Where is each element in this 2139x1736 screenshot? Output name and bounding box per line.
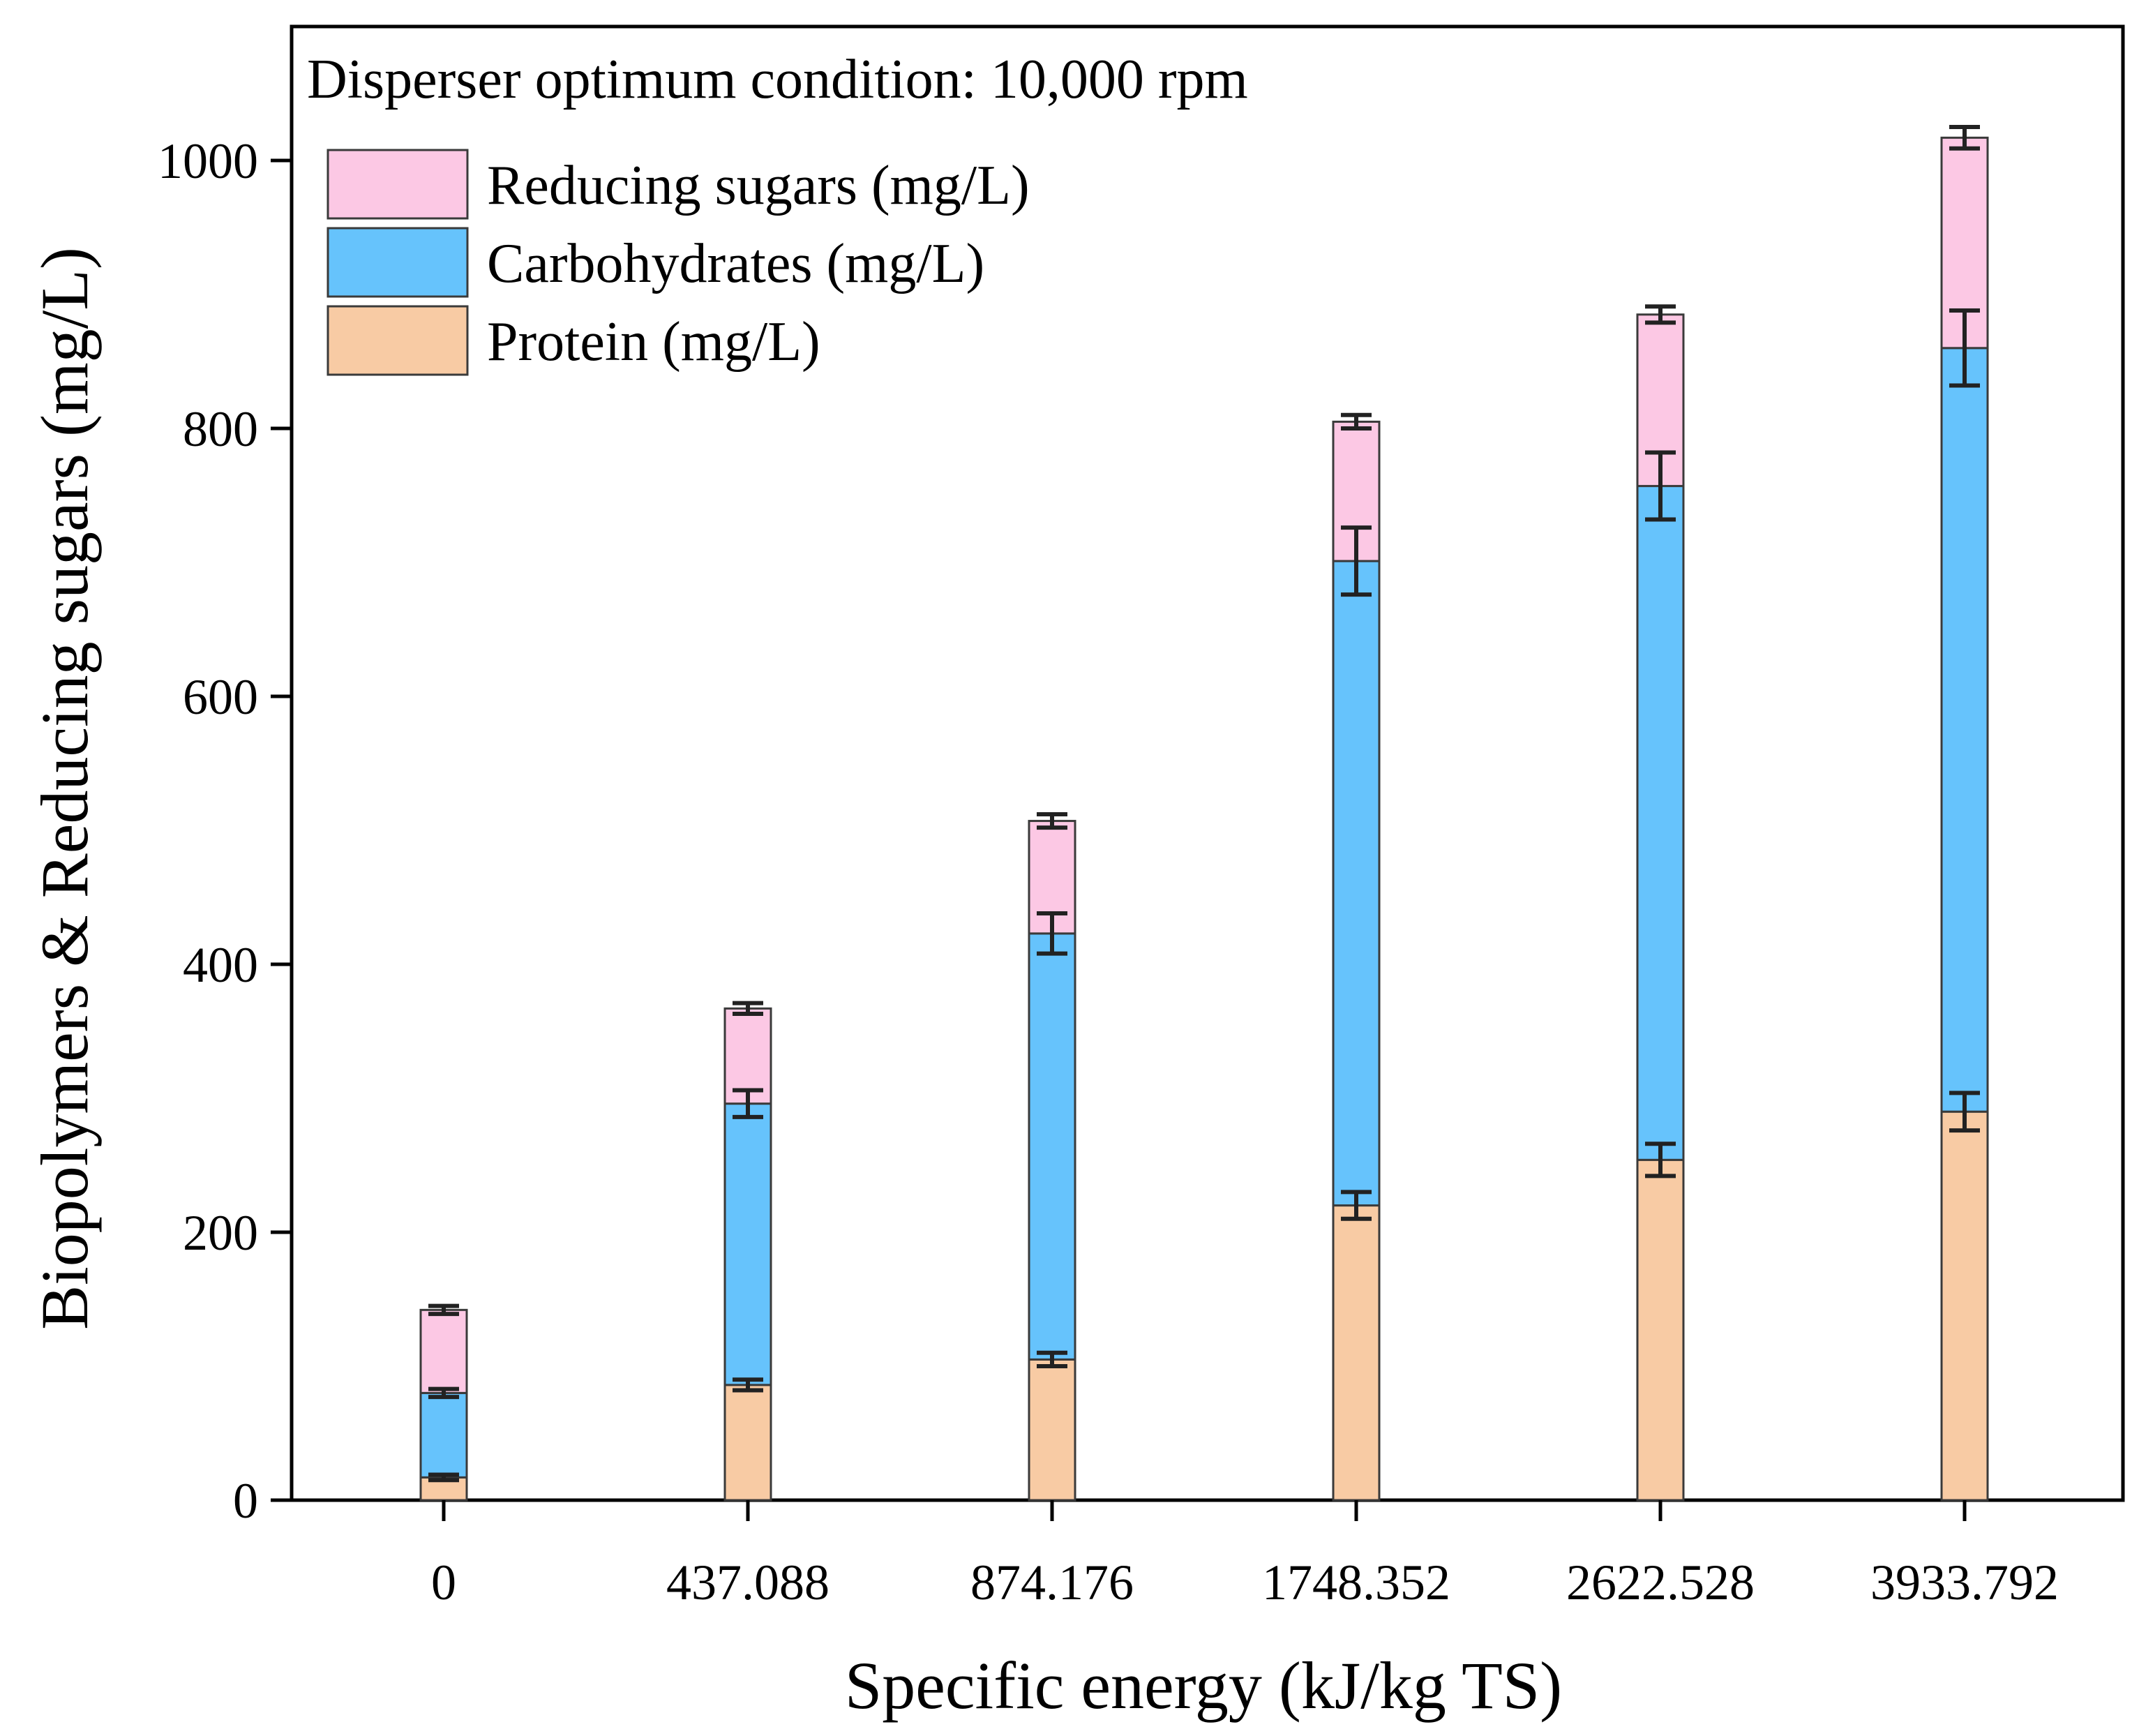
x-tick-label: 874.176 <box>970 1555 1134 1610</box>
y-tick-label: 400 <box>183 937 258 993</box>
y-tick-label: 1000 <box>158 133 258 189</box>
x-axis: 0 437.088 874.176 1748.352 2622.528 3933.792 <box>431 1500 2059 1610</box>
bar-segment <box>1940 1110 1989 1502</box>
y-tick-label: 200 <box>183 1205 258 1261</box>
chart-annotation: Disperser optimum condition: 10,000 rpm <box>307 49 1248 110</box>
legend-label: Reducing sugars (mg/L) <box>487 155 1030 216</box>
y-axis: 0 200 400 600 800 1000 <box>158 133 292 1529</box>
bar-segment <box>723 1384 772 1502</box>
x-tick-label: 0 <box>431 1555 456 1610</box>
bar-segment <box>1332 560 1381 1207</box>
plot-border <box>290 24 2125 1502</box>
bar-segment <box>1332 1204 1381 1502</box>
x-axis-title: Specific energy (kJ/kg TS) <box>845 1648 1562 1723</box>
bar-segment <box>1940 347 1989 1113</box>
legend-label: Carbohydrates (mg/L) <box>487 233 984 294</box>
legend-label: Protein (mg/L) <box>487 311 820 373</box>
legend: Reducing sugars (mg/L) Carbohydrates (mg/… <box>327 149 1030 376</box>
y-tick-label: 800 <box>183 401 258 457</box>
legend-swatch <box>327 305 469 376</box>
plot-frame <box>290 24 2125 1502</box>
legend-swatch <box>327 149 469 220</box>
error-bars <box>428 125 1980 1483</box>
bar-segment <box>419 1391 468 1479</box>
x-tick-label: 437.088 <box>666 1555 830 1610</box>
x-tick-label: 1748.352 <box>1262 1555 1450 1610</box>
bar-segment <box>723 1007 772 1105</box>
bar-segment <box>1028 932 1076 1361</box>
bar-segment <box>1636 485 1685 1161</box>
bar-segment <box>1636 1158 1685 1502</box>
y-axis-title: Biopolymers & Reducing sugars (mg/L) <box>27 247 102 1330</box>
bar-segment <box>1028 1358 1076 1502</box>
legend-swatch <box>327 227 469 298</box>
bar-segment <box>419 1308 468 1394</box>
y-tick-label: 0 <box>233 1473 258 1529</box>
bar-segment <box>723 1102 772 1386</box>
y-tick-label: 600 <box>183 669 258 725</box>
x-tick-label: 2622.528 <box>1566 1555 1755 1610</box>
x-tick-label: 3933.792 <box>1870 1555 2059 1610</box>
